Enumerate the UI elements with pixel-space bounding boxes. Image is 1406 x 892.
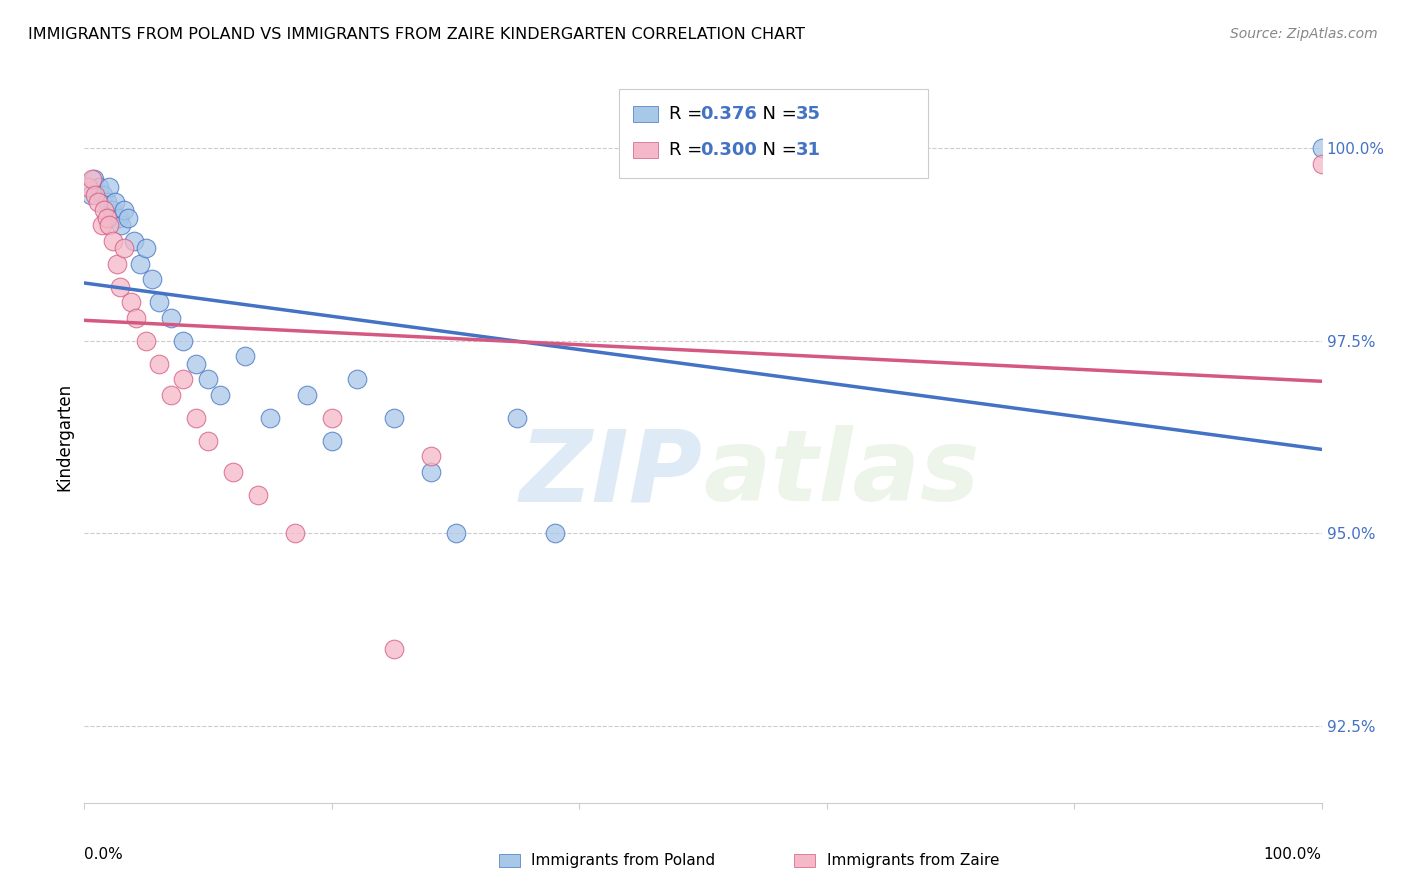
Text: 35: 35: [796, 105, 821, 123]
Point: [160, 388, 183, 402]
Point: [419, 465, 441, 479]
Text: ZIP: ZIP: [520, 425, 703, 522]
Point: [321, 410, 343, 425]
Point: [96, 211, 118, 225]
Point: [112, 202, 135, 217]
Point: [93, 202, 115, 217]
Point: [284, 526, 307, 541]
Point: [96, 195, 118, 210]
Point: [382, 641, 405, 656]
Text: N =: N =: [751, 105, 803, 123]
Point: [1310, 157, 1333, 171]
Point: [135, 334, 157, 348]
Point: [84, 187, 107, 202]
Point: [100, 202, 122, 217]
Point: [98, 219, 121, 233]
Point: [295, 388, 318, 402]
Point: [90, 219, 112, 233]
Point: [91, 187, 114, 202]
Text: R =: R =: [669, 141, 709, 159]
Text: IMMIGRANTS FROM POLAND VS IMMIGRANTS FROM ZAIRE KINDERGARTEN CORRELATION CHART: IMMIGRANTS FROM POLAND VS IMMIGRANTS FRO…: [28, 27, 806, 42]
Point: [160, 310, 183, 325]
Point: [112, 242, 135, 256]
Point: [543, 526, 565, 541]
Text: Source: ZipAtlas.com: Source: ZipAtlas.com: [1230, 27, 1378, 41]
Point: [172, 372, 194, 386]
Point: [141, 272, 163, 286]
Point: [110, 280, 132, 294]
Point: [77, 179, 100, 194]
Point: [444, 526, 467, 541]
Point: [197, 372, 219, 386]
Point: [79, 187, 101, 202]
Point: [1310, 141, 1333, 155]
Point: [419, 450, 441, 464]
Point: [129, 257, 152, 271]
Point: [259, 410, 281, 425]
Point: [197, 434, 219, 448]
Point: [122, 234, 145, 248]
Point: [125, 310, 148, 325]
Point: [135, 242, 157, 256]
Text: N =: N =: [751, 141, 803, 159]
Text: 0.300: 0.300: [700, 141, 756, 159]
Point: [346, 372, 368, 386]
Text: 0.0%: 0.0%: [84, 847, 124, 862]
Y-axis label: Kindergarten: Kindergarten: [55, 383, 73, 491]
Text: 31: 31: [796, 141, 821, 159]
Point: [101, 234, 124, 248]
Point: [172, 334, 194, 348]
Text: Immigrants from Zaire: Immigrants from Zaire: [827, 853, 1000, 868]
Point: [105, 257, 128, 271]
Point: [506, 410, 529, 425]
Text: R =: R =: [669, 105, 709, 123]
Point: [148, 295, 170, 310]
Point: [98, 179, 121, 194]
Point: [222, 465, 245, 479]
Point: [233, 349, 256, 363]
Point: [117, 211, 139, 225]
Point: [184, 410, 207, 425]
Point: [89, 179, 111, 194]
Point: [110, 219, 132, 233]
Point: [87, 195, 110, 210]
Point: [108, 211, 131, 225]
Text: atlas: atlas: [703, 425, 980, 522]
Point: [83, 172, 105, 186]
Point: [104, 195, 127, 210]
Text: 0.376: 0.376: [700, 105, 756, 123]
Point: [184, 357, 207, 371]
Text: 100.0%: 100.0%: [1264, 847, 1322, 862]
Point: [80, 172, 103, 186]
Point: [321, 434, 343, 448]
Point: [246, 488, 269, 502]
Point: [120, 295, 142, 310]
Point: [209, 388, 232, 402]
Text: Immigrants from Poland: Immigrants from Poland: [531, 853, 716, 868]
Point: [382, 410, 405, 425]
Point: [148, 357, 170, 371]
